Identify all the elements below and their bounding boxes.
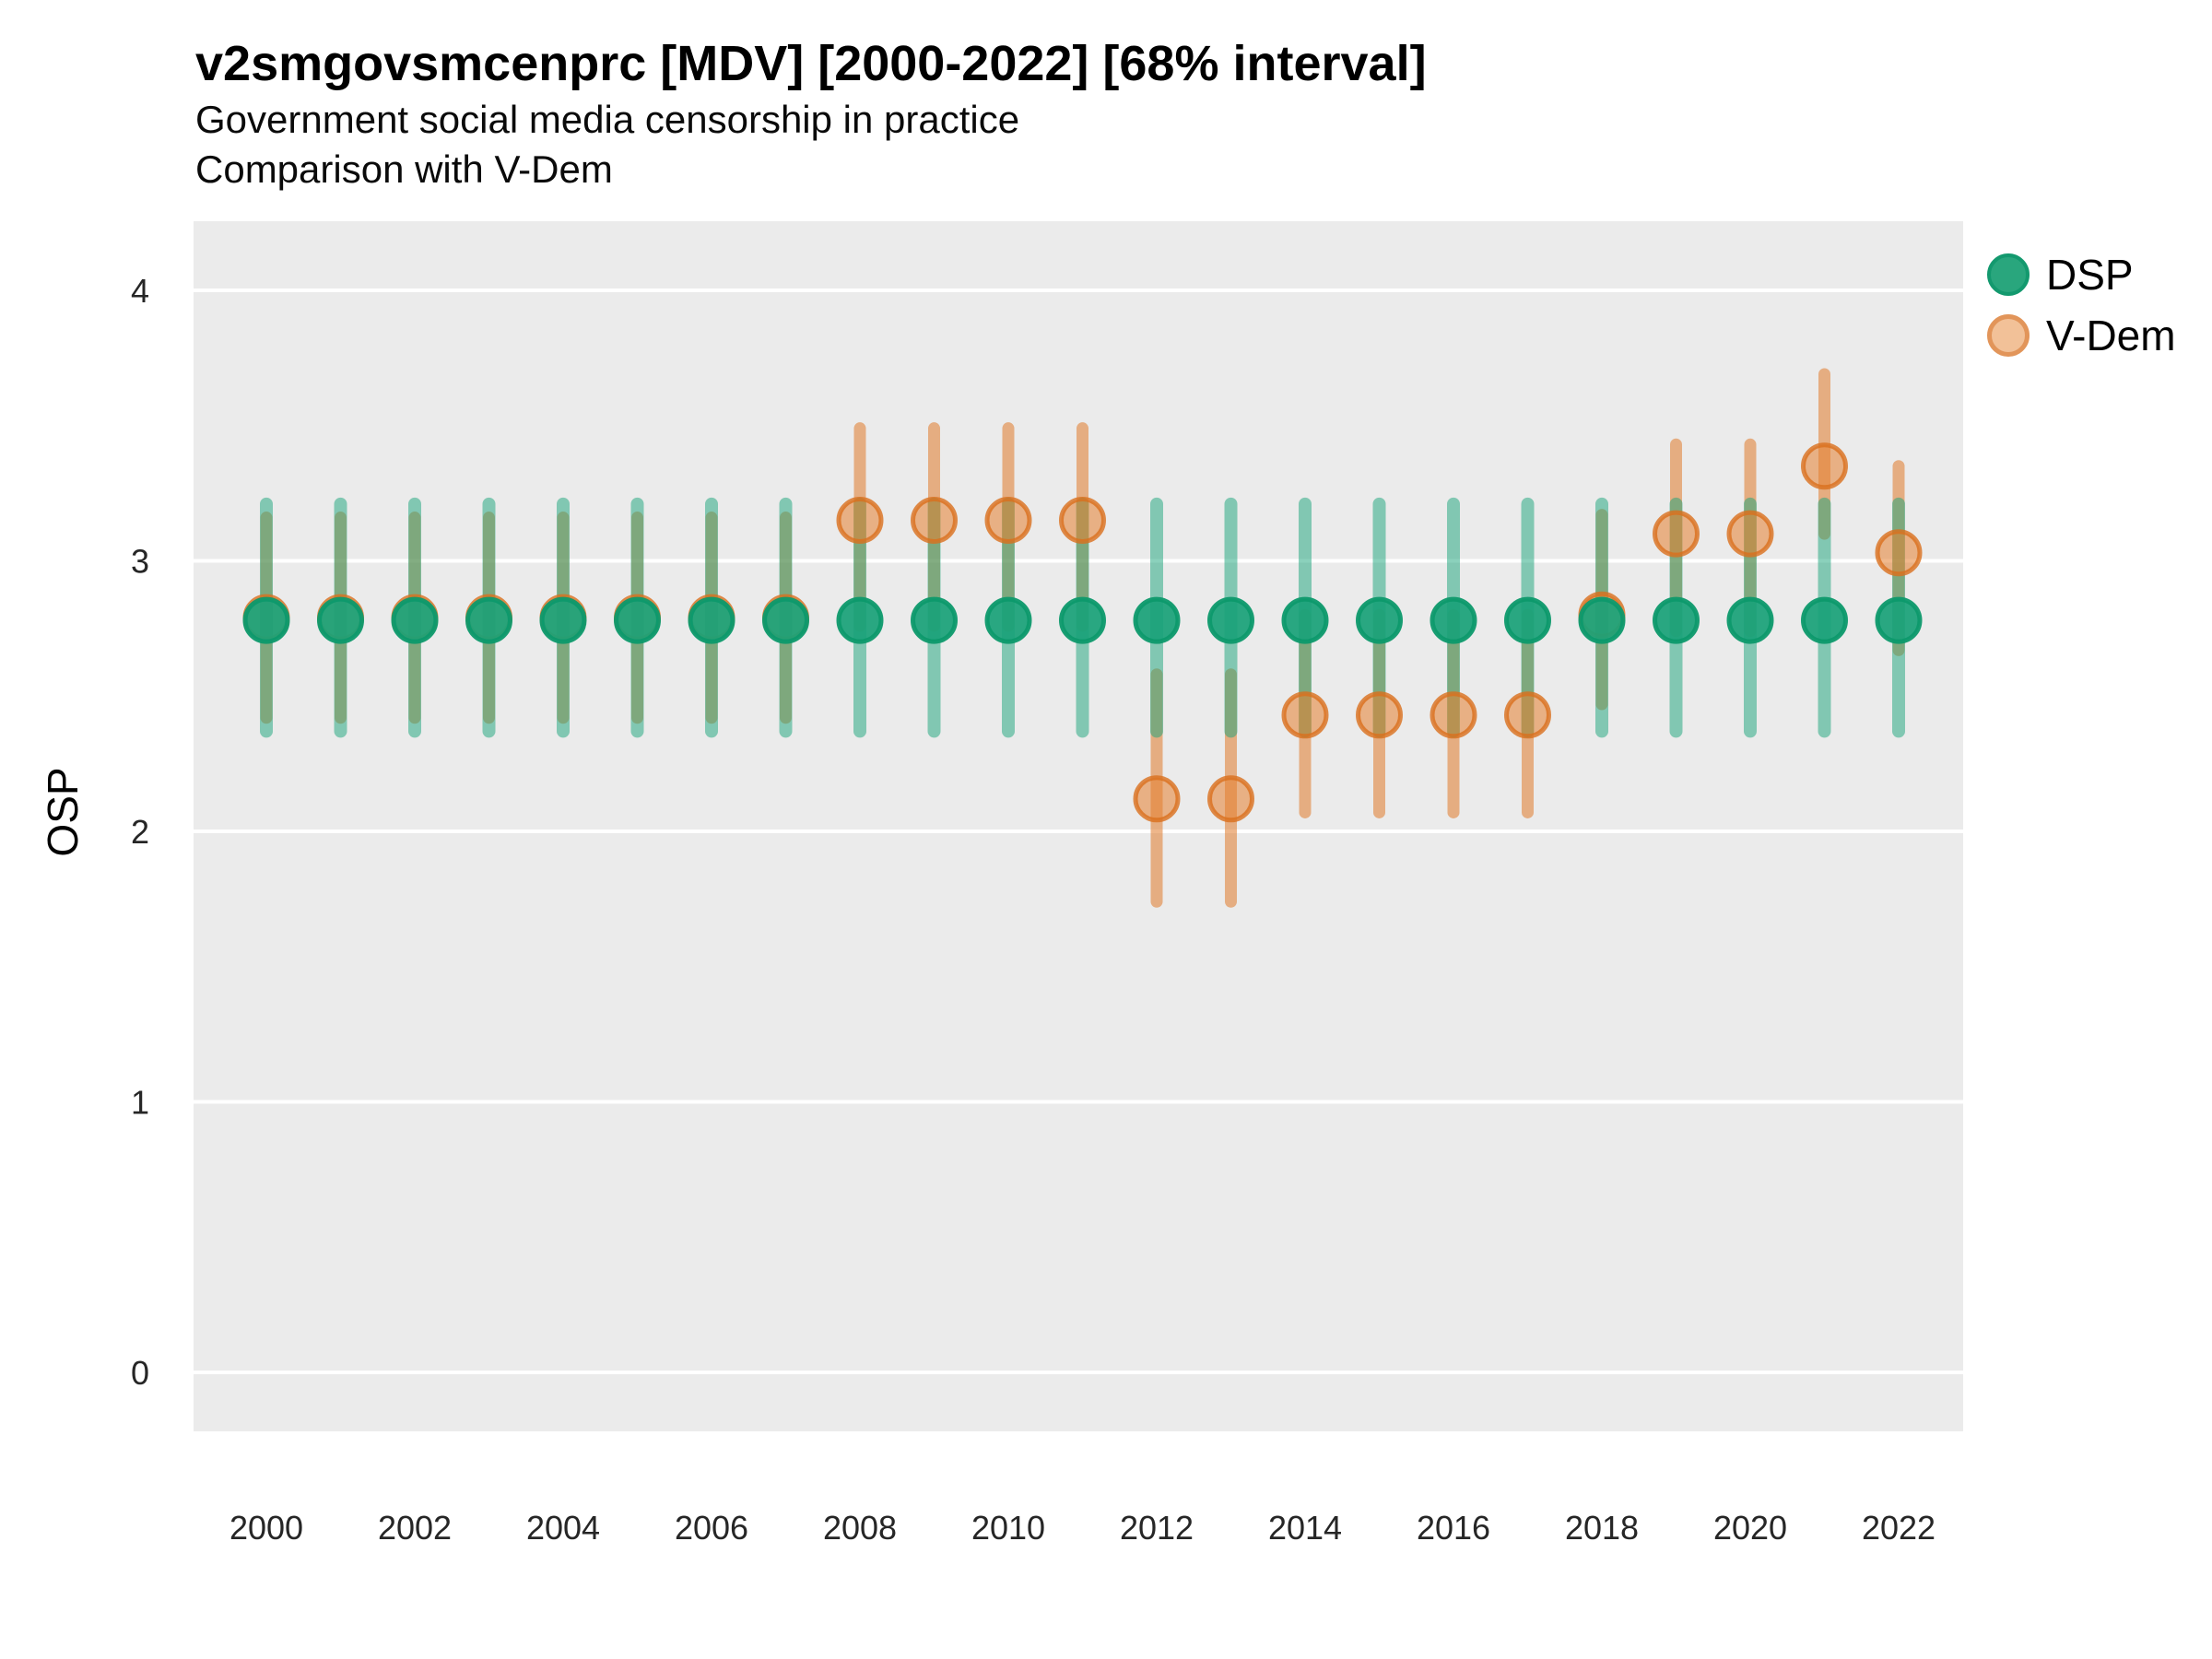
y-tick-label: 4 <box>131 272 149 310</box>
point-dsp <box>762 596 809 644</box>
legend: DSP V-Dem <box>1987 251 2176 359</box>
legend-label-dsp: DSP <box>2046 251 2134 299</box>
point-dsp <box>1801 596 1848 644</box>
x-tick-label: 2000 <box>229 1509 303 1547</box>
point-vdem <box>1133 775 1181 823</box>
point-vdem <box>1726 510 1774 558</box>
x-tick-label: 2014 <box>1268 1509 1342 1547</box>
point-dsp <box>1430 596 1477 644</box>
x-tick-label: 2018 <box>1565 1509 1639 1547</box>
x-tick-label: 2008 <box>823 1509 897 1547</box>
point-dsp <box>1059 596 1106 644</box>
chart-title: v2smgovsmcenprc [MDV] [2000-2022] [68% i… <box>195 36 1427 91</box>
point-vdem <box>1356 691 1403 739</box>
point-vdem <box>911 496 958 544</box>
point-dsp <box>1726 596 1774 644</box>
legend-item-dsp: DSP <box>1987 251 2176 299</box>
point-vdem <box>1875 529 1923 577</box>
legend-swatch-dsp-icon <box>1987 253 2030 296</box>
legend-item-vdem: V-Dem <box>1987 312 2176 359</box>
point-vdem <box>1430 691 1477 739</box>
point-dsp <box>1281 596 1329 644</box>
point-dsp <box>1504 596 1551 644</box>
point-dsp <box>391 596 439 644</box>
point-dsp <box>1653 596 1700 644</box>
x-tick-label: 2004 <box>526 1509 600 1547</box>
y-tick-label: 0 <box>131 1354 149 1392</box>
point-vdem <box>1059 496 1106 544</box>
x-tick-label: 2012 <box>1120 1509 1194 1547</box>
legend-swatch-vdem-icon <box>1987 314 2030 357</box>
y-tick-label: 3 <box>131 543 149 581</box>
point-dsp <box>1875 596 1923 644</box>
point-vdem <box>1653 510 1700 558</box>
point-dsp <box>539 596 587 644</box>
point-dsp <box>1356 596 1403 644</box>
point-vdem <box>1281 691 1329 739</box>
point-vdem <box>1504 691 1551 739</box>
point-dsp <box>1133 596 1181 644</box>
x-tick-label: 2020 <box>1713 1509 1787 1547</box>
point-dsp <box>911 596 958 644</box>
point-vdem <box>1801 442 1848 490</box>
x-tick-label: 2010 <box>971 1509 1045 1547</box>
point-dsp <box>836 596 884 644</box>
point-dsp <box>465 596 512 644</box>
point-dsp <box>614 596 661 644</box>
chart-subtitle-line2: Comparison with V-Dem <box>195 147 613 191</box>
legend-label-vdem: V-Dem <box>2046 312 2176 359</box>
point-dsp <box>688 596 735 644</box>
chart-subtitle: Government social media censorship in pr… <box>195 98 1020 141</box>
point-dsp <box>317 596 364 644</box>
point-dsp <box>984 596 1032 644</box>
plot-panel <box>194 221 1963 1431</box>
x-tick-label: 2016 <box>1417 1509 1490 1547</box>
point-dsp <box>242 596 290 644</box>
x-tick-label: 2006 <box>675 1509 748 1547</box>
y-tick-label: 2 <box>131 813 149 851</box>
point-dsp <box>1578 596 1626 644</box>
y-tick-label: 1 <box>131 1084 149 1122</box>
x-tick-label: 2022 <box>1862 1509 1936 1547</box>
point-vdem <box>1207 775 1254 823</box>
point-dsp <box>1207 596 1254 644</box>
point-vdem <box>984 496 1032 544</box>
x-tick-label: 2002 <box>378 1509 452 1547</box>
point-vdem <box>836 496 884 544</box>
